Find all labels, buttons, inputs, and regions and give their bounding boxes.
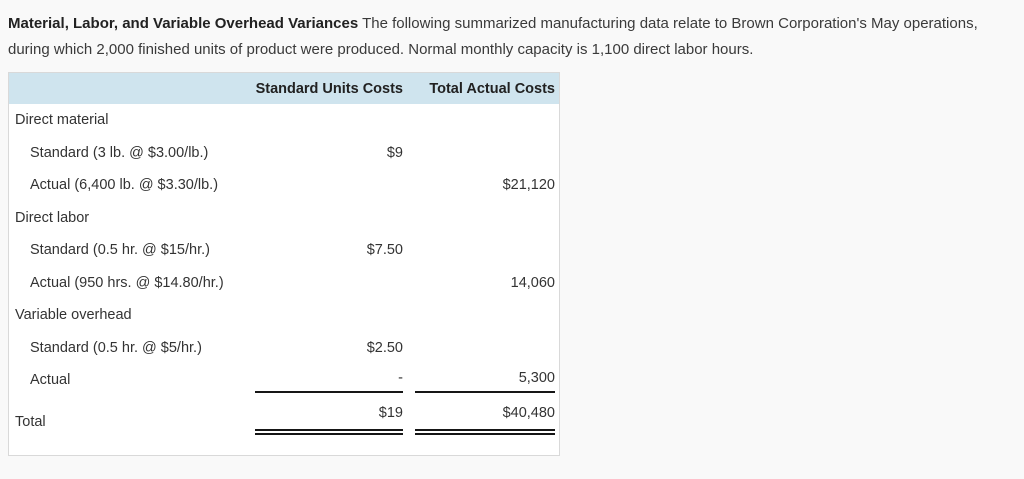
table-row-material-standard: Standard (3 lb. @ $3.00/lb.) $9 [9, 137, 559, 170]
row-label: Standard (3 lb. @ $3.00/lb.) [30, 144, 209, 161]
table-row-labor-standard: Standard (0.5 hr. @ $15/hr.) $7.50 [9, 234, 559, 267]
row-label: Actual (6,400 lb. @ $3.30/lb.) [30, 177, 219, 194]
actual-cost-cell [415, 234, 555, 267]
standard-cost-cell: $2.50 [366, 339, 403, 356]
table-row-overhead-actual: Actual - 5,300 [9, 364, 559, 397]
intro-paragraph: Material, Labor, and Variable Overhead V… [0, 0, 1024, 63]
intro-title: Material, Labor, and Variable Overhead V… [8, 15, 359, 32]
actual-cost-cell: $21,120 [502, 177, 555, 194]
row-label: Standard (0.5 hr. @ $15/hr.) [30, 242, 210, 259]
actual-cost-cell [415, 202, 555, 235]
standard-cost-cell [255, 202, 403, 235]
row-label: Direct material [15, 112, 109, 129]
table-row-labor-actual: Actual (950 hrs. @ $14.80/hr.) 14,060 [9, 267, 559, 300]
intro-body: The following summarized manufacturing d… [8, 15, 978, 58]
table-row-direct-material: Direct material [9, 104, 559, 137]
table-row-overhead-standard: Standard (0.5 hr. @ $5/hr.) $2.50 [9, 332, 559, 365]
table-row-direct-labor: Direct labor [9, 202, 559, 235]
variance-table: Standard Units Costs Total Actual Costs … [8, 72, 560, 456]
standard-cost-cell [255, 299, 403, 332]
row-label: Total [15, 413, 46, 430]
row-label: Actual (950 hrs. @ $14.80/hr.) [30, 274, 224, 291]
standard-cost-cell: $7.50 [366, 242, 403, 259]
standard-cost-cell: $9 [386, 144, 403, 161]
actual-cost-cell [415, 137, 555, 170]
row-label: Actual [30, 372, 71, 389]
row-label: Variable overhead [15, 307, 132, 324]
table-header-row: Standard Units Costs Total Actual Costs [9, 73, 559, 104]
table-row-material-actual: Actual (6,400 lb. @ $3.30/lb.) $21,120 [9, 169, 559, 202]
table-row-total: Total $19 $40,480 [9, 397, 559, 447]
standard-cost-cell [255, 104, 403, 137]
actual-cost-cell: 14,060 [510, 274, 555, 291]
standard-cost-cell [255, 267, 403, 300]
standard-cost-cell [255, 169, 403, 202]
actual-cost-cell [415, 332, 555, 365]
actual-cost-cell [415, 104, 555, 137]
actual-cost-cell: $40,480 [415, 397, 555, 435]
standard-cost-cell: $19 [255, 397, 403, 435]
column-header-standard-units-costs: Standard Units Costs [255, 80, 403, 97]
row-label: Standard (0.5 hr. @ $5/hr.) [30, 339, 202, 356]
actual-cost-cell [415, 299, 555, 332]
standard-cost-cell: - [255, 364, 403, 393]
actual-cost-cell: 5,300 [415, 364, 555, 393]
row-label: Direct labor [15, 209, 90, 226]
column-header-total-actual-costs: Total Actual Costs [429, 80, 555, 97]
table-row-variable-overhead: Variable overhead [9, 299, 559, 332]
column-header-blank [9, 73, 255, 104]
